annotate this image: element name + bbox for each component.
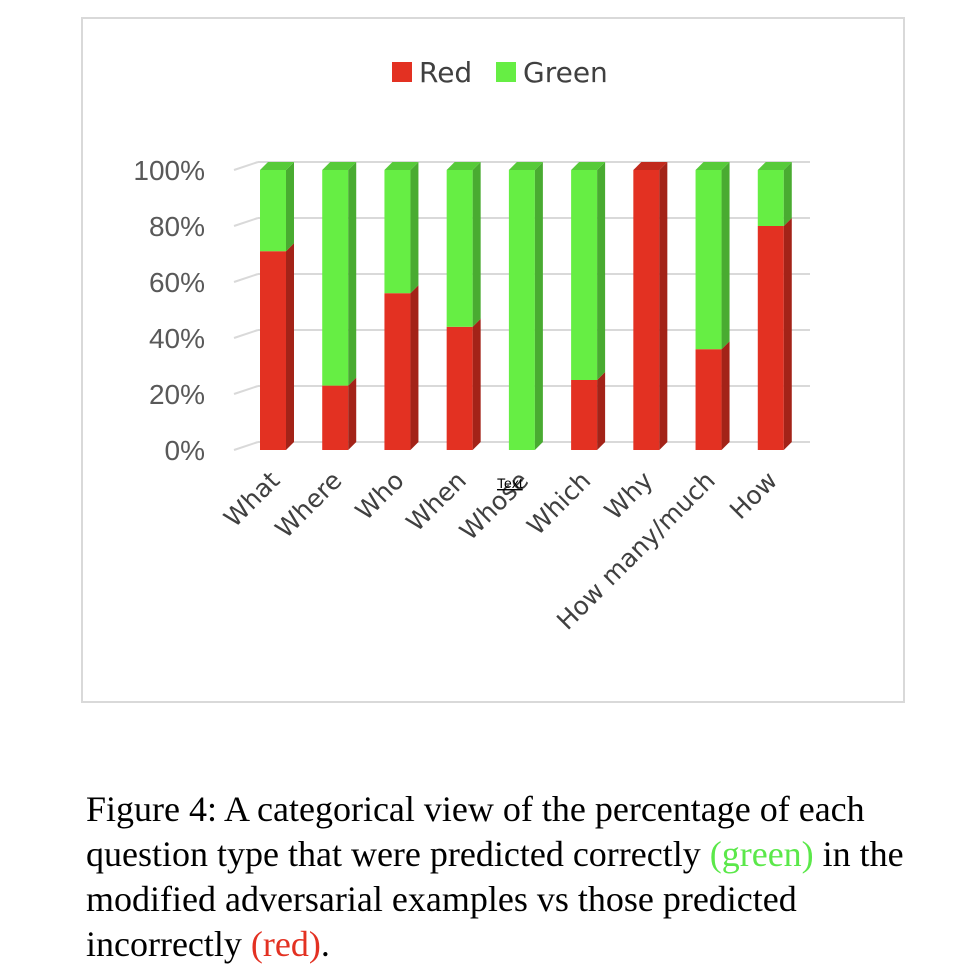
caption-middle: in the modified adversarial examples vs … [86,834,904,964]
bar-red-who [384,293,411,450]
figure-caption: Figure 4: A categorical view of the perc… [86,787,926,967]
x-tick-label: Where [270,466,348,544]
bar-red-how-many-much [695,349,722,450]
bar-side-red [597,372,606,450]
legend-label-red: Red [419,56,472,89]
y-tick-label: 20% [149,379,205,410]
text-annotation: Text [497,475,523,491]
legend-label-green: Green [523,56,608,89]
bar-side-green [783,162,792,226]
bar-top [695,162,730,170]
caption-red-word: (red) [250,924,321,964]
gridline-diagonal [233,273,259,283]
bar-side-green [410,162,419,294]
x-tick-label: How [724,466,783,525]
bar-side-green [286,162,294,252]
gridline-diagonal [233,329,259,339]
bar-top [633,162,668,170]
bar-green-how-many-much [695,170,722,350]
bar-side-red [410,285,419,450]
bar-top [571,162,606,170]
bar-side-red [783,218,792,450]
bar-side-green [534,162,543,450]
gridline-diagonal [233,441,259,451]
bar-side-red [286,243,294,450]
bar-green-who [384,170,411,294]
gridline-diagonal [233,385,259,395]
caption-suffix: . [320,924,330,964]
bar-top [508,162,543,170]
legend-swatch-green [496,62,516,82]
bar-green-what [260,170,286,252]
gridline-diagonal [233,161,259,171]
bar-top [757,162,792,170]
bar-side-green [472,162,481,327]
bar-green-when [446,170,473,327]
bar-green-where [322,170,349,386]
bar-side-green [348,162,357,386]
y-tick-label: 60% [149,267,205,298]
y-tick-label: 100% [133,155,205,186]
bar-red-how [757,226,784,450]
bar-top [260,162,294,170]
y-tick-label: 0% [165,435,205,466]
bar-side-red [659,162,668,450]
caption-prefix: Figure 4: A categorical view of the perc… [86,789,865,874]
bar-side-green [721,162,730,350]
x-tick-label: Which [521,466,596,541]
bar-top [446,162,481,170]
bar-green-how [757,170,784,226]
bar-side-red [721,341,730,450]
bar-red-which [571,380,598,450]
bar-red-where [322,385,349,450]
bar-green-whose [508,170,535,450]
bar-top [384,162,419,170]
y-tick-label: 80% [149,211,205,242]
bar-red-why [633,170,660,450]
gridline-diagonal [233,217,259,227]
bar-side-green [597,162,606,380]
legend-swatch-red [392,62,412,82]
bar-red-what [260,251,286,450]
bar-top [322,162,357,170]
caption-green-word: (green) [709,834,814,874]
bar-green-which [571,170,598,380]
bar-side-red [348,377,357,450]
bar-side-red [472,318,481,450]
y-tick-label: 40% [149,323,205,354]
bar-red-when [446,326,473,450]
